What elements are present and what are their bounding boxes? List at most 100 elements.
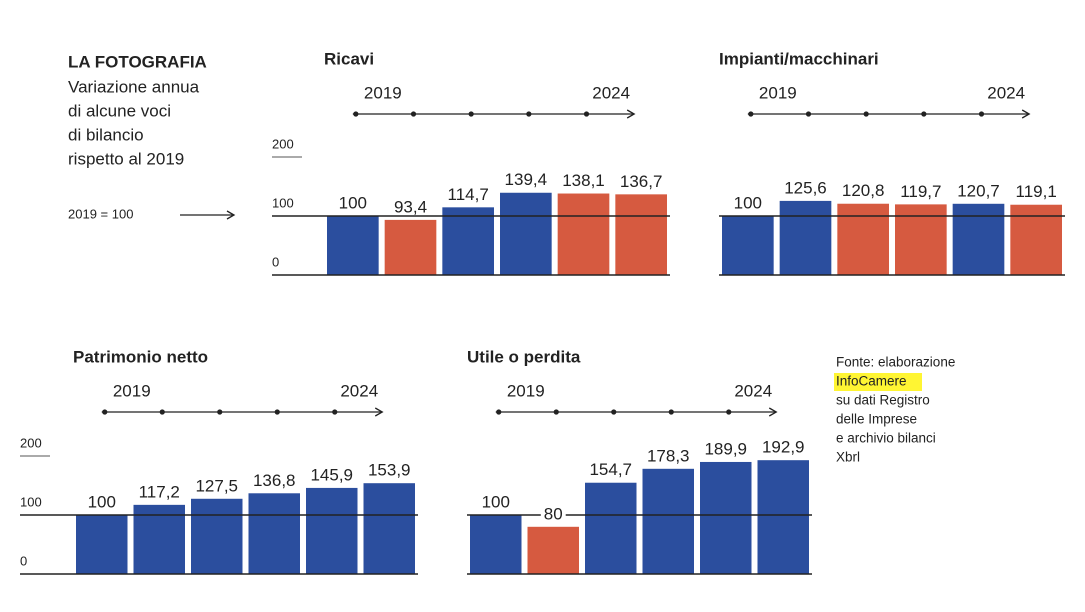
bar [837,203,889,275]
value-label: 189,9 [704,439,747,458]
value-label: 178,3 [647,446,690,465]
timeline-dot [611,409,617,415]
value-label: 100 [482,492,510,511]
timeline-dot [496,409,502,415]
chart-title: Ricavi [324,49,374,68]
timeline-dot [102,409,108,415]
y-tick-label: 200 [20,435,42,450]
note-arrowhead [226,210,236,220]
y-tick-label: 0 [20,553,27,568]
y-tick-label: 0 [272,254,279,269]
timeline-arrowhead [1021,109,1031,119]
timeline-label: 2019 [507,381,545,400]
timeline-dot [863,111,869,117]
timeline-arrowhead [374,407,384,417]
value-label: 145,9 [310,465,353,484]
timeline-label: 2024 [987,83,1025,102]
timeline-dot [410,111,417,117]
source-text: e archivio bilanci [836,431,936,446]
bar [895,204,947,275]
bar [642,468,694,574]
bar [470,515,522,574]
bar [363,483,415,574]
header-title: LA FOTOGRAFIA [68,52,207,71]
source-text: su dati Registro [836,393,930,408]
timeline-dot [217,409,223,415]
bar [248,493,300,574]
header-subtitle: di alcune voci [68,101,171,120]
timeline-dot [353,111,359,117]
value-label: 125,6 [784,178,827,197]
timeline-dot [748,111,754,117]
timeline-dot [726,409,732,415]
bar [757,460,809,574]
header-subtitle: rispetto al 2019 [68,149,184,168]
bar [133,504,185,574]
timeline-dot [805,111,812,117]
chart-title: Patrimonio netto [73,347,208,366]
value-label: 100 [339,193,367,212]
value-label: 80 [544,504,563,523]
timeline-arrowhead [768,407,778,417]
bar [384,219,437,275]
value-label: 93,4 [394,197,427,216]
bar [722,216,774,275]
value-label: 100 [734,193,762,212]
bar [306,487,358,574]
source-text: delle Imprese [836,412,917,427]
bar [557,193,610,275]
value-label: 136,7 [620,172,663,191]
bar [191,498,243,574]
timeline-dot [159,409,165,415]
source-highlight: InfoCamere [836,374,907,389]
bar [527,526,579,574]
value-label: 114,7 [448,185,489,204]
chart-title: Impianti/macchinari [719,49,879,68]
bar [615,194,667,275]
bar [700,461,752,574]
value-label: 139,4 [505,170,548,189]
header-subtitle: Variazione annua [68,77,200,96]
timeline-arrowhead [626,109,636,119]
timeline-label: 2024 [734,381,772,400]
chart-title: Utile o perdita [467,347,581,366]
timeline-label: 2019 [364,83,402,102]
timeline-label: 2019 [113,381,151,400]
y-tick-label: 100 [272,195,294,210]
timeline-dot [668,409,674,415]
value-label: 127,5 [195,476,238,495]
value-label: 120,8 [842,181,885,200]
source-text: Fonte: elaborazione [836,355,955,370]
timeline-dot [468,111,474,117]
timeline-dot [583,111,590,117]
timeline-dot [921,111,927,117]
timeline-dot [526,111,532,117]
timeline-label: 2024 [592,83,630,102]
value-label-bg [540,504,566,524]
y-tick-label: 100 [20,494,42,509]
timeline-label: 2024 [340,381,378,400]
value-label: 154,7 [589,460,632,479]
bar [585,482,637,574]
bar [442,207,494,275]
bar [952,203,1005,275]
bar [500,192,552,275]
source-text: Xbrl [836,450,860,465]
timeline-dot [978,111,985,117]
value-label: 119,1 [1016,182,1057,201]
baseline-note: 2019 = 100 [68,206,133,221]
value-label: 117,2 [139,482,180,501]
value-label: 120,7 [957,181,1000,200]
timeline-dot [332,409,338,415]
value-label: 153,9 [368,461,411,480]
value-label: 136,8 [253,471,296,490]
value-label: 100 [88,492,116,511]
y-tick-label: 200 [272,136,294,151]
timeline-label: 2019 [759,83,797,102]
bar [327,216,379,275]
value-label: 119,7 [900,182,941,201]
timeline-dot [553,409,559,415]
source-highlight-bg [834,373,922,391]
timeline-dot [274,409,280,415]
